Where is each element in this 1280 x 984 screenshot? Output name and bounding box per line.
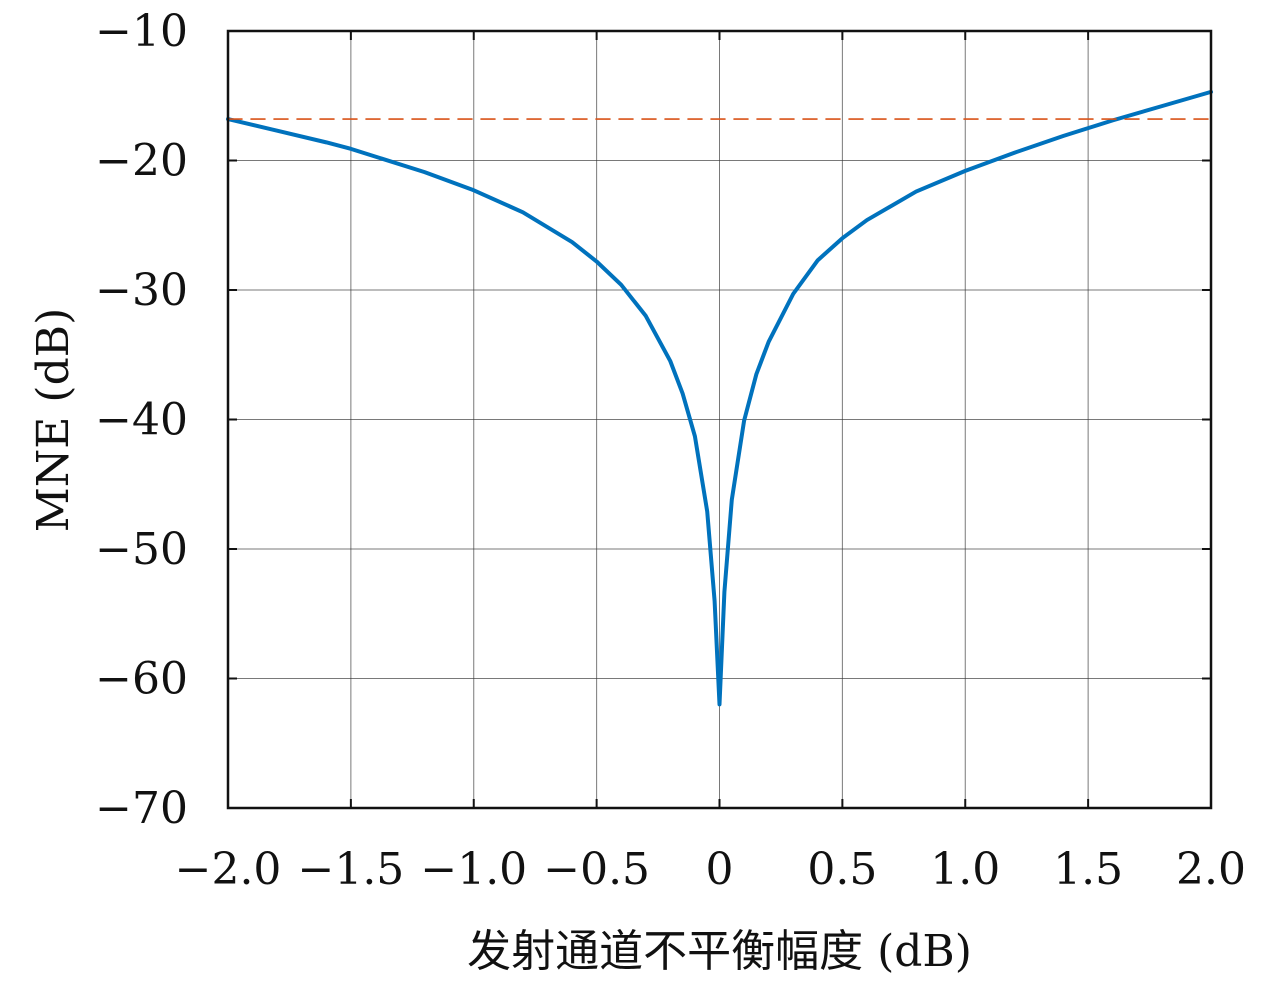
y-axis-label: MNE (dB) [28, 308, 79, 533]
y-tick-label: −60 [95, 654, 188, 705]
x-tick-label: 2.0 [1176, 844, 1246, 895]
x-tick-label: 1.5 [1053, 844, 1123, 895]
y-tick-labels: −10 −20 −30 −40 −50 −60 −70 [95, 6, 188, 834]
mne-curve [226, 89, 1213, 707]
series-layer [226, 89, 1213, 707]
y-tick-label: −30 [95, 265, 188, 316]
y-tick-label: −40 [95, 395, 188, 446]
x-tick-label: 0 [706, 844, 734, 895]
x-tick-label: −1.0 [420, 844, 527, 895]
x-tick-label: −2.0 [175, 844, 282, 895]
y-tick-label: −50 [95, 524, 188, 575]
x-tick-label: −1.5 [297, 844, 404, 895]
x-tick-label: −0.5 [543, 844, 650, 895]
y-tick-label: −70 [95, 783, 188, 834]
x-tick-label: 0.5 [807, 844, 877, 895]
x-tick-labels: −2.0 −1.5 −1.0 −0.5 0 0.5 1.0 1.5 2.0 [175, 844, 1246, 895]
y-tick-label: −10 [95, 6, 188, 57]
tick-marks [227, 30, 1212, 809]
x-tick-label: 1.0 [930, 844, 1000, 895]
y-tick-label: −20 [95, 136, 188, 187]
x-axis-label: 发射通道不平衡幅度 (dB) [467, 926, 972, 977]
